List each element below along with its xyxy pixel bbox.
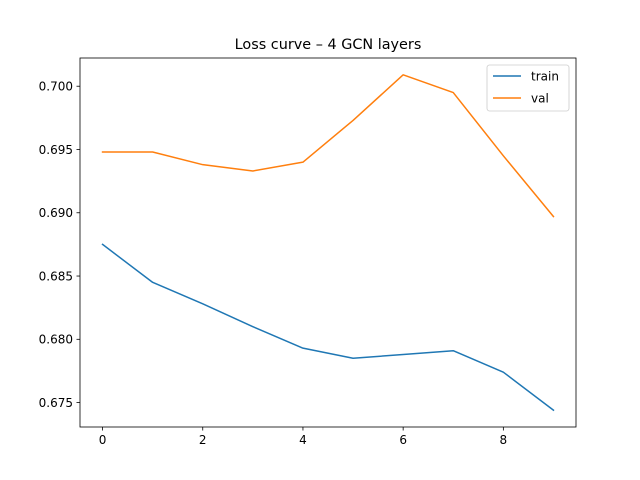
legend: train val — [486, 64, 570, 112]
chart-title: Loss curve – 4 GCN layers — [235, 37, 422, 53]
y-tick-label: 0.680 — [39, 333, 73, 347]
x-tick-label: 6 — [399, 433, 407, 447]
plot-area: 0 2 4 6 8 0.675 0.680 0.685 0.690 0.695 0.700 train… — [39, 57, 577, 447]
series-line-val — [101, 74, 555, 218]
y-tick-label: 0.675 — [39, 396, 73, 410]
y-tick-label: 0.695 — [39, 143, 73, 157]
y-tick-label: 0.685 — [39, 269, 73, 283]
x-tick-label: 8 — [500, 433, 508, 447]
series-line-train — [101, 243, 555, 412]
axes-frame — [79, 57, 577, 428]
y-tick-label: 0.700 — [39, 80, 73, 94]
x-tick-label: 4 — [299, 433, 307, 447]
x-tick-label: 2 — [199, 433, 207, 447]
legend-label-val: val — [531, 91, 549, 105]
x-tick-label: 0 — [99, 433, 107, 447]
legend-label-train: train — [531, 69, 559, 83]
y-tick-label: 0.690 — [39, 206, 73, 220]
